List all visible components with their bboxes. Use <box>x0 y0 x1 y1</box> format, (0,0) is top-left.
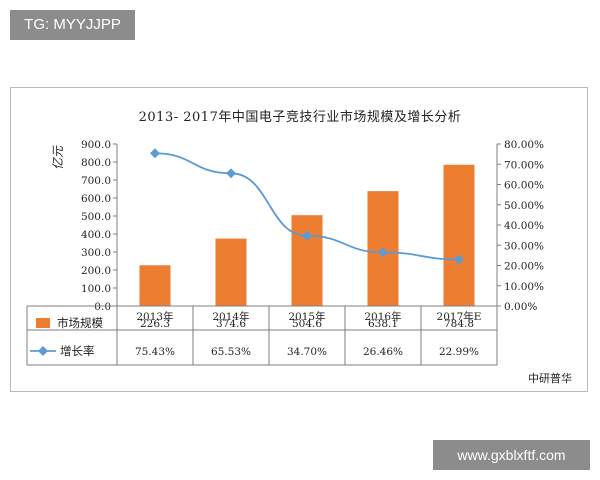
growth-data-label: 75.43% <box>135 346 175 358</box>
growth-data-label: 22.99% <box>439 346 479 358</box>
y-tick-label: 400.0 <box>81 229 111 241</box>
y2-tick-label: 10.00% <box>504 281 544 293</box>
tag-badge: TG: MYYJJPP <box>10 10 135 40</box>
y2-tick-label: 30.00% <box>504 240 544 252</box>
y2-tick-label: 50.00% <box>504 200 544 212</box>
legend-line-marker <box>38 346 48 356</box>
y2-tick-label: 70.00% <box>504 159 544 171</box>
bar <box>215 238 247 306</box>
chart-title: 2013- 2017年中国电子竞技行业市场规模及增长分析 <box>138 110 462 125</box>
watermark-badge: www.gxblxftf.com <box>433 440 590 470</box>
legend-bar-swatch <box>36 318 50 328</box>
x-tick-label: 2016年 <box>364 310 401 323</box>
y-tick-label: 300.0 <box>81 247 111 259</box>
growth-data-label: 26.46% <box>363 346 403 358</box>
y-axis-title: 亿元 <box>51 145 65 170</box>
legend-bar-label: 市场规模 <box>57 316 103 330</box>
growth-data-label: 65.53% <box>211 346 251 358</box>
y-tick-label: 800.0 <box>81 157 111 169</box>
y2-tick-label: 80.00% <box>504 139 544 151</box>
bar-data-label: 374.6 <box>216 318 246 330</box>
y2-tick-label: 20.00% <box>504 261 544 273</box>
bar <box>291 215 323 306</box>
bar-data-label: 504.6 <box>292 318 322 330</box>
y-tick-label: 900.0 <box>81 139 111 151</box>
growth-point <box>302 230 312 241</box>
y-tick-label: 700.0 <box>81 175 111 187</box>
x-tick-label: 2015年 <box>288 310 325 323</box>
y-tick-label: 500.0 <box>81 211 111 223</box>
y-tick-label: 200.0 <box>81 265 111 277</box>
source-label: 中研普华 <box>528 372 572 385</box>
growth-data-label: 34.70% <box>287 346 327 358</box>
y2-tick-label: 40.00% <box>504 220 544 232</box>
legend-line-label: 增长率 <box>60 344 95 358</box>
y2-tick-label: 0.00% <box>504 301 537 313</box>
x-tick-label: 2017年E <box>437 310 482 323</box>
bar-data-label: 226.3 <box>140 318 170 330</box>
y-tick-label: 600.0 <box>81 193 111 205</box>
bar <box>443 164 475 306</box>
y-tick-label: 100.0 <box>81 283 111 295</box>
x-tick-label: 2014年 <box>212 310 249 323</box>
y-tick-label: 0.0 <box>94 301 111 313</box>
bar-data-label: 638.1 <box>368 318 398 330</box>
growth-point <box>150 148 160 159</box>
x-tick-label: 2013年 <box>136 310 173 323</box>
y2-tick-label: 60.00% <box>504 180 544 192</box>
bar <box>139 265 171 306</box>
bar-data-label: 784.8 <box>444 318 474 330</box>
growth-point <box>226 168 236 179</box>
growth-point <box>378 247 388 258</box>
